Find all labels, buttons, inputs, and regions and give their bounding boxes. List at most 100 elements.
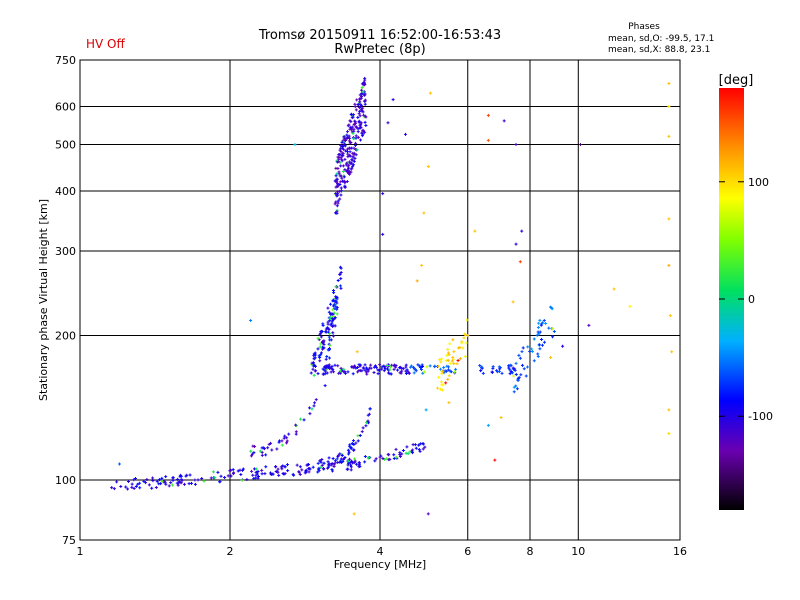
echo-point — [539, 323, 543, 327]
echo-point — [219, 474, 223, 478]
echo-point — [442, 366, 446, 370]
echo-point — [314, 398, 318, 402]
echo-point — [252, 477, 256, 481]
echo-point — [362, 83, 366, 87]
echo-point — [327, 327, 331, 331]
echo-point — [189, 481, 193, 485]
echo-point — [337, 371, 341, 375]
echo-point — [441, 370, 445, 374]
echo-point — [348, 150, 352, 154]
echo-point — [360, 92, 364, 96]
echo-point — [263, 472, 267, 476]
echo-point — [209, 476, 213, 480]
echo-point — [279, 465, 283, 469]
echo-point — [363, 98, 367, 102]
echo-point — [358, 364, 362, 368]
echo-point — [381, 192, 385, 196]
echo-point — [528, 349, 532, 353]
echo-point — [530, 349, 534, 353]
echo-point — [184, 474, 188, 478]
echo-point — [329, 366, 333, 370]
echo-point — [320, 463, 324, 467]
echo-point — [138, 481, 142, 485]
echo-point — [175, 481, 179, 485]
echo-point — [386, 452, 390, 456]
echo-point — [280, 443, 284, 447]
echo-point — [327, 462, 331, 466]
echo-point — [196, 478, 200, 482]
echo-point — [458, 345, 462, 349]
echo-point — [323, 369, 327, 373]
echo-point — [316, 470, 320, 474]
echo-point — [386, 363, 390, 367]
echo-point — [159, 482, 163, 486]
echo-point — [378, 455, 382, 459]
echo-point — [336, 453, 340, 457]
echo-point — [538, 318, 542, 322]
echo-point — [338, 369, 342, 373]
echo-point — [193, 478, 197, 482]
echo-point — [325, 371, 329, 375]
echo-point — [345, 467, 349, 471]
echo-point — [360, 94, 364, 98]
echo-point — [348, 119, 352, 123]
echo-point — [326, 306, 330, 310]
echo-point — [350, 146, 354, 150]
echo-point — [338, 197, 342, 201]
echo-point — [335, 179, 339, 183]
echo-point — [322, 342, 326, 346]
echo-point — [354, 366, 358, 370]
echo-point — [313, 356, 317, 360]
echo-point — [493, 458, 497, 462]
echo-point — [286, 469, 290, 473]
echo-point — [544, 321, 548, 325]
echo-point — [454, 367, 458, 371]
echo-point — [405, 368, 409, 372]
echo-point — [413, 367, 417, 371]
echo-point — [312, 373, 316, 377]
echo-point — [352, 512, 356, 516]
echo-point — [376, 372, 380, 376]
echo-point — [587, 323, 591, 327]
echo-point — [328, 332, 332, 336]
echo-point — [144, 481, 148, 485]
echo-point — [354, 121, 358, 125]
echo-point — [328, 338, 332, 342]
echo-point — [520, 363, 524, 367]
y-tick-label: 300 — [55, 245, 76, 258]
echo-point — [369, 363, 373, 367]
echo-point — [304, 469, 308, 473]
echo-point — [347, 139, 351, 143]
echo-point — [334, 285, 338, 289]
echo-point — [359, 123, 363, 127]
echo-point — [464, 333, 468, 337]
echo-point — [446, 347, 450, 351]
echo-point — [451, 338, 455, 342]
echo-point — [260, 450, 264, 454]
echo-point — [331, 298, 335, 302]
echo-point — [499, 415, 503, 419]
echo-point — [341, 460, 345, 464]
echo-point — [249, 454, 253, 458]
echo-point — [398, 366, 402, 370]
echo-point — [333, 202, 337, 206]
echo-point — [372, 370, 376, 374]
phase-stats-x: mean, sd,X: 88.8, 23.1 — [608, 45, 710, 55]
echo-point — [512, 385, 516, 389]
echo-point — [398, 455, 402, 459]
echo-point — [335, 210, 339, 214]
echo-point — [437, 375, 441, 379]
y-tick-label: 400 — [55, 185, 76, 198]
echo-point — [538, 343, 542, 347]
echo-point — [226, 474, 230, 478]
echo-point — [461, 346, 465, 350]
echo-point — [423, 445, 427, 449]
echo-point — [520, 229, 524, 233]
echo-point — [250, 469, 254, 473]
y-tick-label: 100 — [55, 474, 76, 487]
echo-point — [363, 460, 367, 464]
echo-point — [287, 432, 291, 436]
echo-point — [126, 480, 130, 484]
echo-point — [549, 355, 553, 359]
echo-point — [340, 454, 344, 458]
